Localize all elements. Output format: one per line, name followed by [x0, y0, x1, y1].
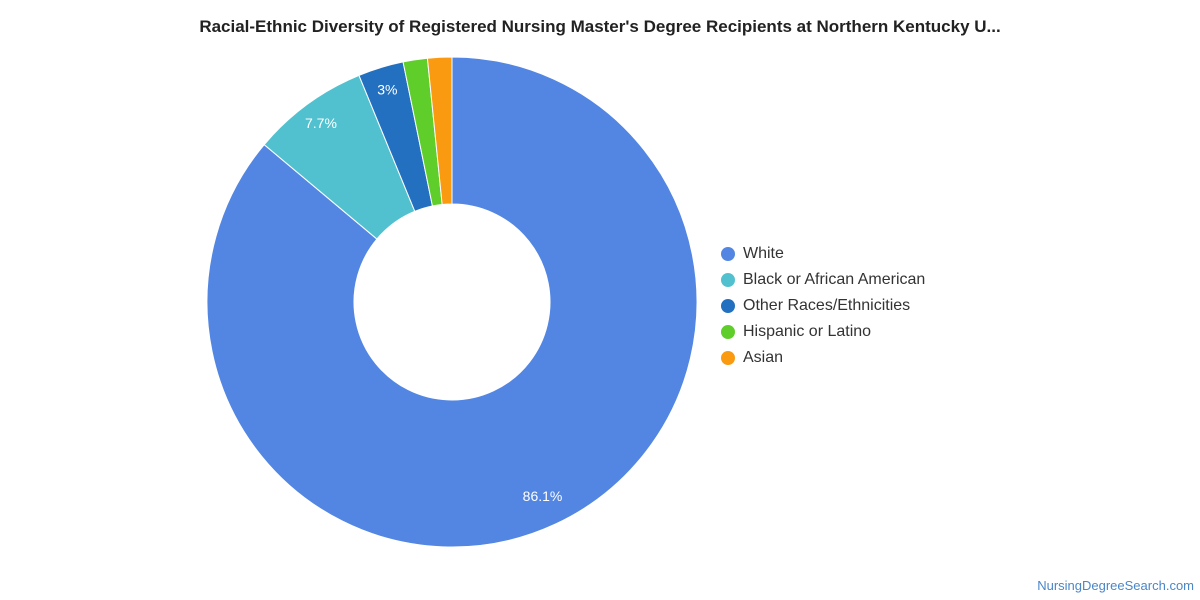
legend-swatch — [721, 273, 735, 287]
legend-label: Other Races/Ethnicities — [743, 297, 911, 314]
legend-label: Black or African American — [743, 271, 926, 288]
slice-white[interactable] — [206, 56, 698, 548]
legend-item[interactable]: Asian — [721, 345, 925, 371]
legend-label: Hispanic or Latino — [743, 323, 872, 340]
legend-swatch — [721, 247, 735, 261]
legend-swatch — [721, 299, 735, 313]
slice-group — [206, 56, 698, 548]
legend-item[interactable]: White — [721, 241, 925, 267]
slice-asian[interactable] — [426, 56, 453, 206]
legend-item[interactable]: Hispanic or Latino — [721, 319, 925, 345]
legend-label: Asian — [743, 349, 784, 366]
slice-label: 7.7% — [305, 115, 337, 131]
legend-swatch — [721, 325, 735, 339]
chart-legend: White Black or African American Other Race… — [721, 241, 925, 371]
source-watermark[interactable]: NursingDegreeSearch.com — [1037, 578, 1194, 593]
legend-label: White — [743, 245, 784, 262]
slice-label: 3% — [377, 82, 397, 98]
chart-title: Racial-Ethnic Diversity of Registered Nu… — [199, 17, 1001, 36]
slice-label: 86.1% — [523, 488, 563, 504]
legend-item[interactable]: Black or African American — [721, 267, 925, 293]
legend-swatch — [721, 351, 735, 365]
legend-item[interactable]: Other Races/Ethnicities — [721, 293, 925, 319]
slice-label-group: 86.1% 7.7% 3% — [305, 82, 562, 504]
